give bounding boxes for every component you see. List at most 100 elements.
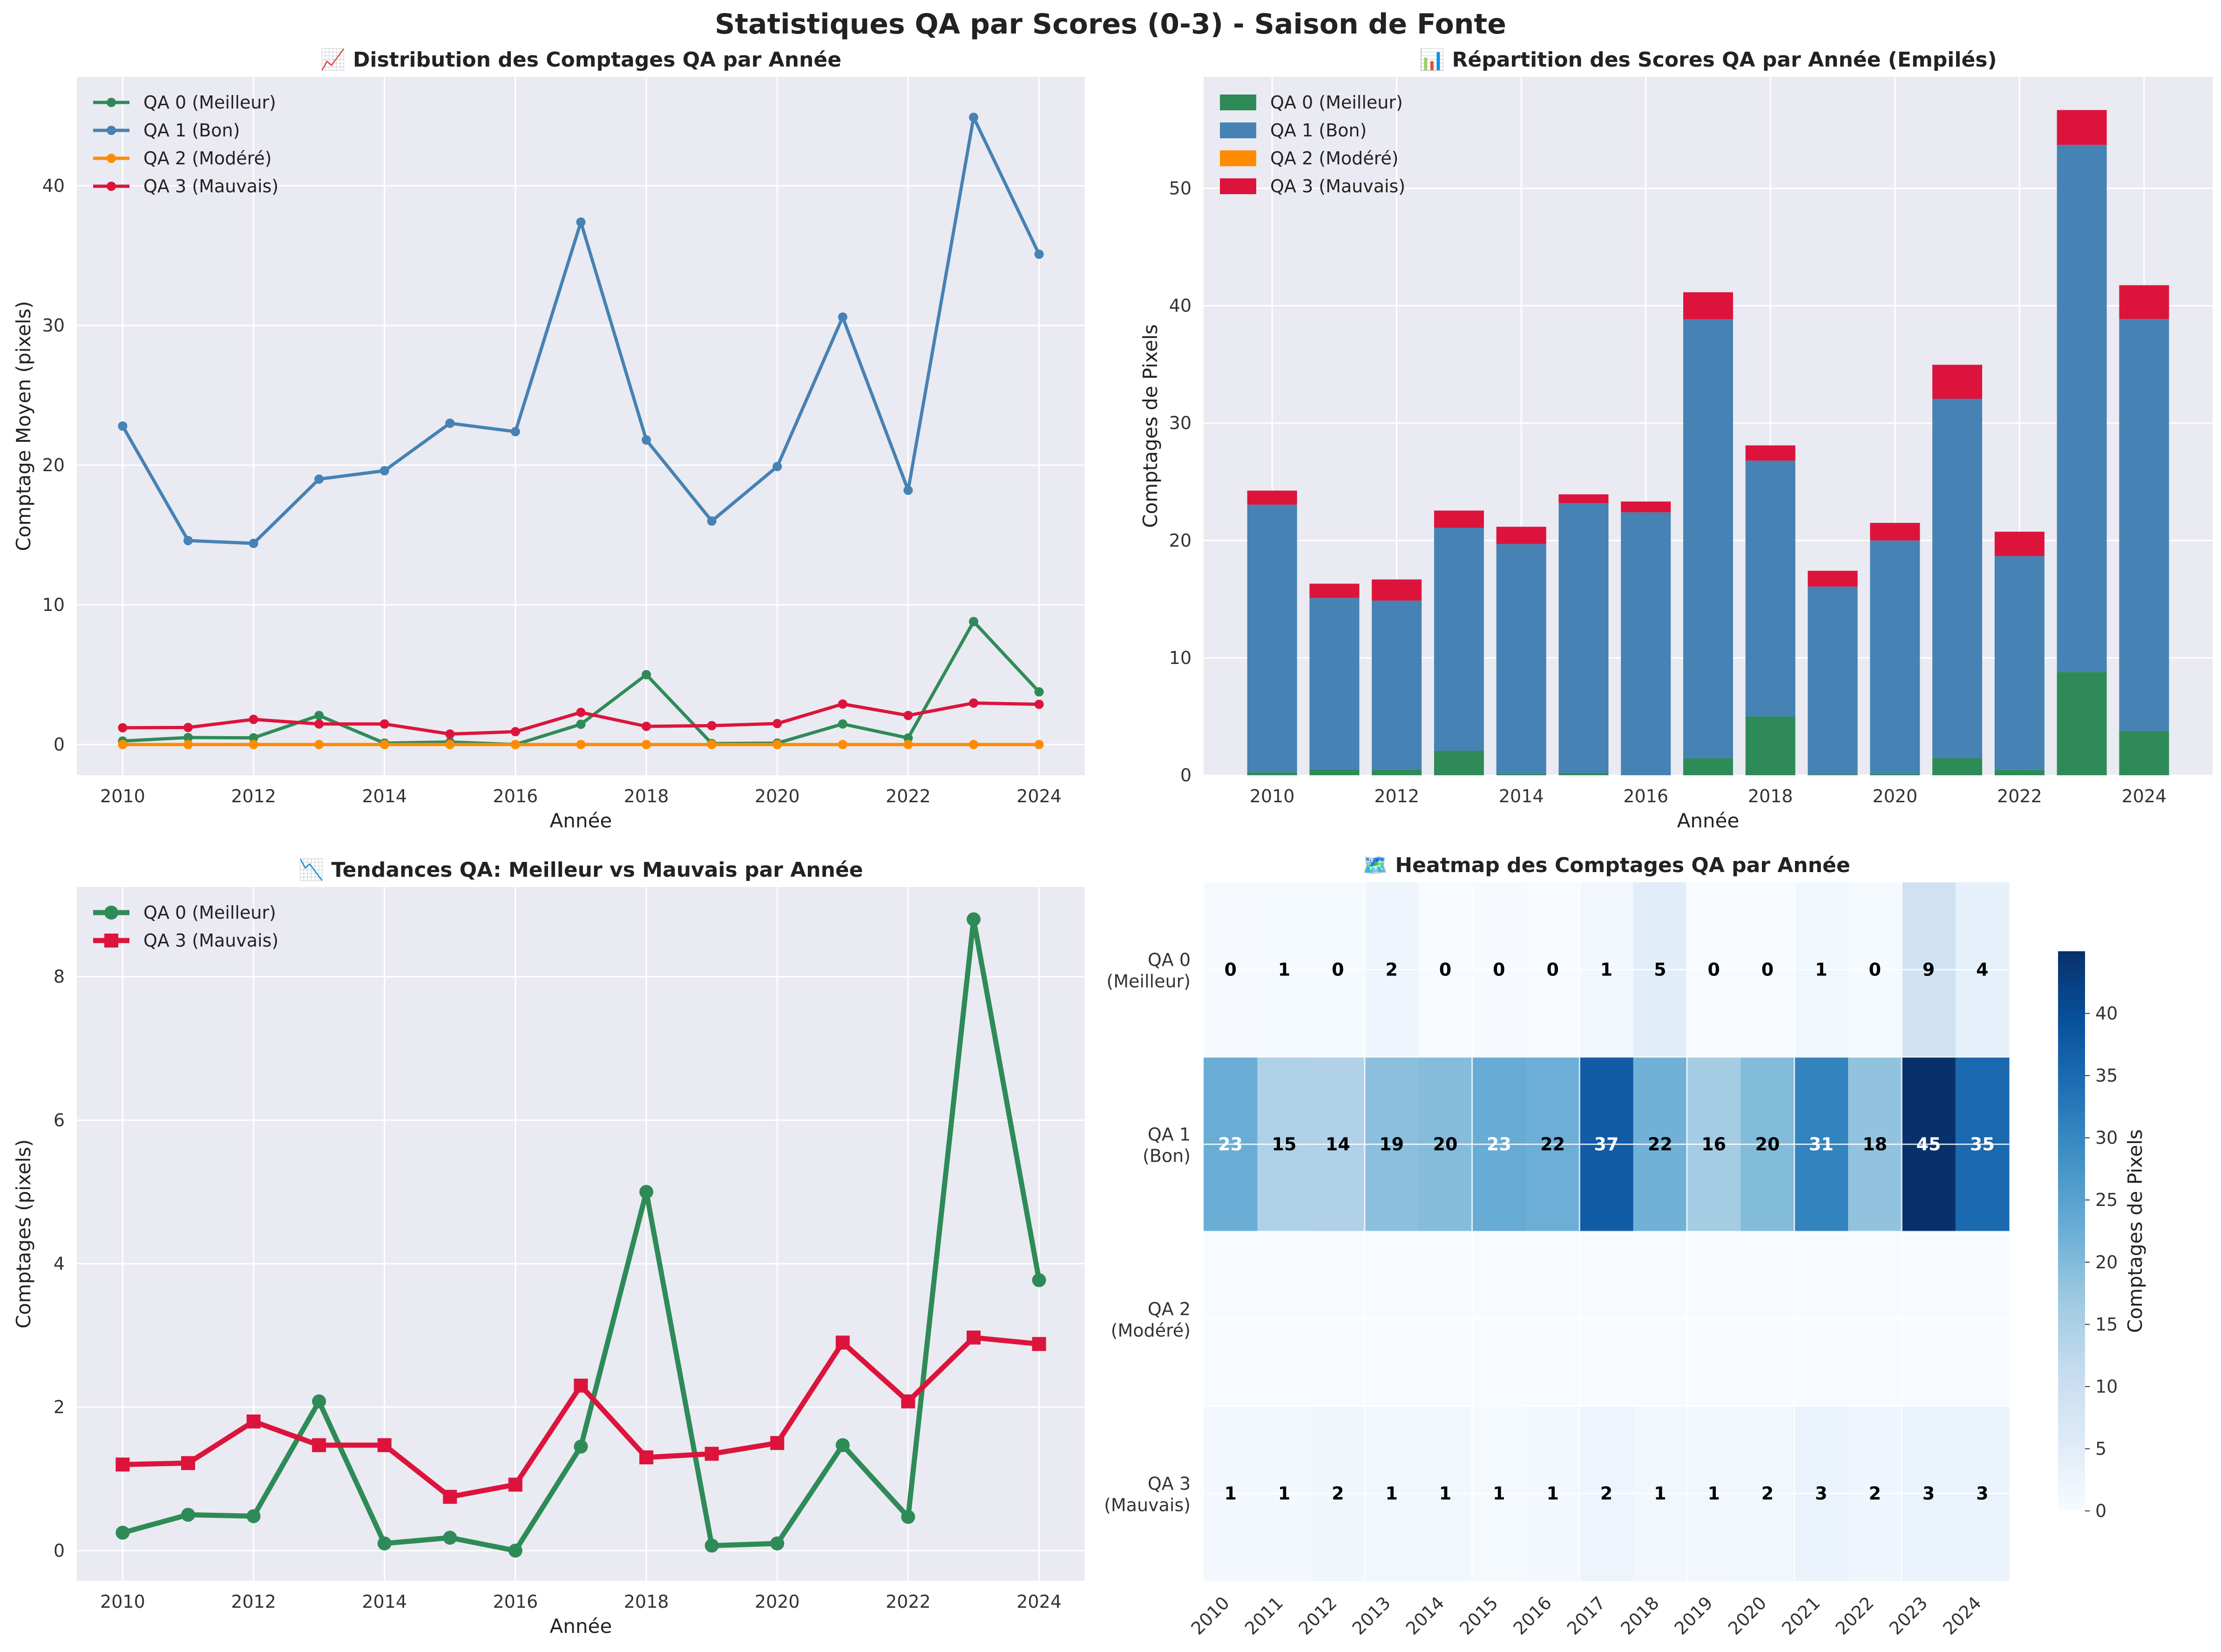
data-point (181, 1508, 195, 1522)
data-point (510, 727, 520, 737)
legend-label: QA 2 (Modéré) (1270, 148, 1399, 169)
bar-segment (1496, 774, 1546, 775)
bar-segment (1372, 579, 1422, 601)
bar-segment (1932, 758, 1983, 775)
data-point (1032, 1273, 1046, 1287)
data-point (445, 740, 455, 749)
data-point (838, 719, 847, 729)
x-tick-label: 2014 (1499, 786, 1544, 806)
data-point (379, 719, 389, 729)
x-tick-label: 2018 (624, 786, 669, 806)
bar-segment (1247, 490, 1297, 505)
cell-annotation: 2 (1332, 1483, 1344, 1504)
row-label: QA 3 (1148, 1474, 1191, 1494)
bar-segment (1434, 528, 1484, 751)
legend-swatch (1220, 95, 1256, 110)
bar-segment (1558, 773, 1609, 775)
legend-marker (107, 154, 116, 163)
line-chart-qa-distribution: 0 10 20 30 40 2010 2012 2014 2016 2018 2020 2022 202… (12, 48, 1085, 832)
data-point (576, 740, 586, 749)
legend-marker (107, 126, 116, 135)
colorbar-label: Comptages de Pixels (2124, 1129, 2147, 1333)
cell-annotation: 45 (1916, 1134, 1941, 1155)
y-tick-label: 8 (54, 967, 65, 987)
x-tick-label: 2022 (1997, 786, 2042, 806)
bar-segment (1994, 556, 2045, 770)
row-label: (Meilleur) (1106, 971, 1191, 992)
data-point (576, 217, 586, 227)
figure-title: Statistiques QA par Scores (0-3) - Saiso… (715, 8, 1506, 41)
cell-annotation: 19 (1379, 1134, 1404, 1155)
data-point (118, 740, 128, 749)
y-tick-label: 30 (42, 315, 65, 336)
x-tick-label: 2018 (1748, 786, 1793, 806)
bar-segment (1434, 510, 1484, 528)
data-point (707, 721, 717, 731)
bar-segment (1621, 501, 1671, 513)
y-tick-label: 20 (42, 455, 65, 475)
data-point (118, 421, 128, 431)
data-point (508, 1544, 522, 1558)
data-point (704, 1538, 719, 1553)
data-point (903, 733, 913, 743)
bar-segment (1870, 522, 1920, 541)
data-point (510, 427, 520, 436)
data-point (770, 1436, 785, 1450)
colorbar-tick-label: 15 (2095, 1314, 2118, 1334)
data-point (445, 419, 455, 428)
colorbar-tick-label: 40 (2095, 1003, 2118, 1024)
bar-segment (1745, 460, 1795, 717)
data-point (835, 1335, 850, 1350)
y-axis-label: Comptages de Pixels (1139, 324, 1162, 528)
data-point (508, 1477, 522, 1492)
x-tick-label: 2016 (493, 1591, 538, 1612)
data-point (704, 1447, 719, 1461)
cell-annotation: 35 (1970, 1134, 1995, 1155)
x-axis-label: Année (550, 1615, 612, 1638)
cell-annotation: 14 (1326, 1134, 1350, 1155)
legend-label: QA 0 (Meilleur) (143, 902, 276, 923)
data-point (314, 719, 324, 729)
data-point (838, 740, 847, 749)
legend-swatch (1220, 178, 1256, 194)
y-tick-label: 2 (54, 1397, 65, 1417)
x-tick-label: 2024 (1016, 786, 1062, 806)
cell-annotation: 1 (1278, 1483, 1290, 1504)
data-point (770, 1536, 785, 1550)
x-tick-label: 2024 (2121, 786, 2167, 806)
x-tick-label: 2020 (1872, 786, 1917, 806)
data-point (379, 466, 389, 475)
cell-annotation: 22 (1648, 1134, 1673, 1155)
data-point (181, 1456, 195, 1470)
bar-segment (1745, 445, 1795, 461)
bar-segment (1808, 586, 1858, 775)
y-tick-label: 40 (42, 176, 65, 196)
colorbar-tick-label: 10 (2095, 1376, 2118, 1397)
data-point (639, 1450, 654, 1464)
data-point (249, 740, 258, 749)
bar-segment (1683, 319, 1733, 758)
cell-annotation: 20 (1755, 1134, 1780, 1155)
data-point (246, 1414, 261, 1429)
column-label: 2018 (1617, 1592, 1663, 1639)
stacked-bar-chart-qa-scores: 0 10 20 30 40 50 2010 2012 2014 2016 2018 2020 2022 2… (1139, 48, 2213, 832)
column-label: 2020 (1724, 1592, 1771, 1639)
y-tick-label: 0 (54, 1540, 65, 1561)
legend-swatch (1220, 122, 1256, 138)
x-tick-label: 2010 (100, 786, 145, 806)
plot-area (77, 77, 1085, 775)
data-point (642, 670, 651, 679)
heatmap-qa-counts: 0 1 0 2 0 0 0 1 5 0 0 1 0 9 4QA 0(Meilleur)23 15 14 19 20 2… (1104, 853, 2147, 1639)
x-tick-label: 2018 (624, 1591, 669, 1612)
data-point (183, 740, 193, 749)
y-axis-label: Comptage Moyen (pixels) (12, 301, 35, 551)
data-point (1034, 699, 1044, 709)
bar-segment (1745, 716, 1795, 775)
y-tick-label: 4 (54, 1253, 65, 1274)
y-tick-label: 6 (54, 1110, 65, 1131)
cell-annotation: 1 (1546, 1483, 1558, 1504)
bar-segment (2119, 319, 2169, 731)
y-tick-label: 0 (54, 734, 65, 755)
cell-annotation: 3 (1923, 1483, 1935, 1504)
